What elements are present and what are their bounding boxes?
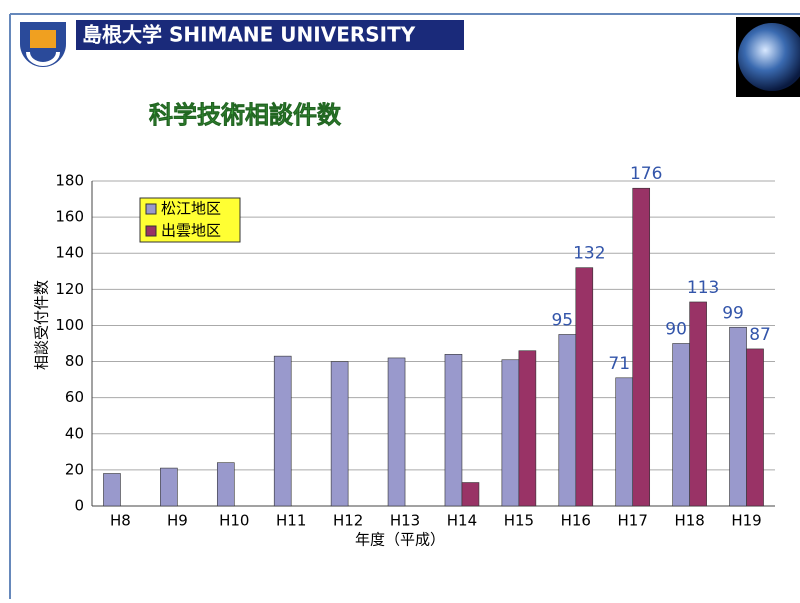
y-tick-label: 20 [65, 460, 84, 478]
bar [559, 334, 576, 506]
y-axis-label: 相談受付件数 [33, 280, 51, 370]
bar [103, 474, 120, 507]
bar [502, 360, 519, 506]
bar [633, 188, 650, 506]
data-label: 95 [551, 310, 573, 330]
y-tick-label: 140 [55, 244, 84, 262]
bar [445, 354, 462, 506]
x-tick-label: H12 [333, 512, 363, 530]
x-tick-label: H15 [504, 512, 534, 530]
y-tick-label: 100 [55, 316, 84, 334]
logo [20, 22, 66, 67]
y-tick-label: 120 [55, 280, 84, 298]
x-tick-label: H14 [447, 512, 477, 530]
data-label: 71 [608, 354, 630, 374]
y-tick-label: 60 [65, 388, 84, 406]
bar [730, 327, 747, 506]
x-tick-label: H19 [731, 512, 761, 530]
x-tick-label: H11 [276, 512, 306, 530]
data-label: 132 [573, 244, 605, 264]
bar [576, 268, 593, 506]
bar [690, 302, 707, 506]
x-tick-label: H10 [219, 512, 249, 530]
y-tick-label: 160 [55, 208, 84, 226]
slide: 島根大学 SHIMANE UNIVERSITY 科学技術相談件数 相談受付件数 … [0, 0, 800, 599]
x-axis-label: 年度（平成） [355, 531, 445, 549]
y-tick-label: 80 [65, 352, 84, 370]
data-label: 176 [630, 164, 662, 184]
x-tick-label: H17 [618, 512, 648, 530]
bar [331, 362, 348, 506]
chart-title: 科学技術相談件数 [149, 101, 342, 129]
y-tick-label: 180 [55, 172, 84, 190]
bar [160, 468, 177, 506]
x-tick-label: H9 [167, 512, 188, 530]
data-label: 87 [749, 325, 771, 345]
x-tick-label: H13 [390, 512, 420, 530]
bar [274, 356, 291, 506]
bar [747, 349, 764, 506]
legend-label: 松江地区 [161, 200, 221, 218]
legend-swatch [146, 226, 156, 236]
bar [673, 344, 690, 507]
data-label: 99 [722, 303, 744, 323]
bar [616, 378, 633, 506]
x-tick-label: H18 [674, 512, 704, 530]
bar [388, 358, 405, 506]
legend-label: 出雲地区 [161, 222, 221, 240]
bar [462, 483, 479, 506]
y-tick-label: 0 [74, 497, 84, 515]
data-label: 113 [687, 278, 719, 298]
data-label: 90 [665, 320, 687, 340]
university-name: 島根大学 SHIMANE UNIVERSITY [82, 23, 416, 47]
legend-swatch [146, 204, 156, 214]
bar [519, 351, 536, 506]
bar [217, 463, 234, 506]
x-tick-label: H16 [561, 512, 591, 530]
y-tick-label: 40 [65, 424, 84, 442]
x-tick-label: H8 [110, 512, 131, 530]
